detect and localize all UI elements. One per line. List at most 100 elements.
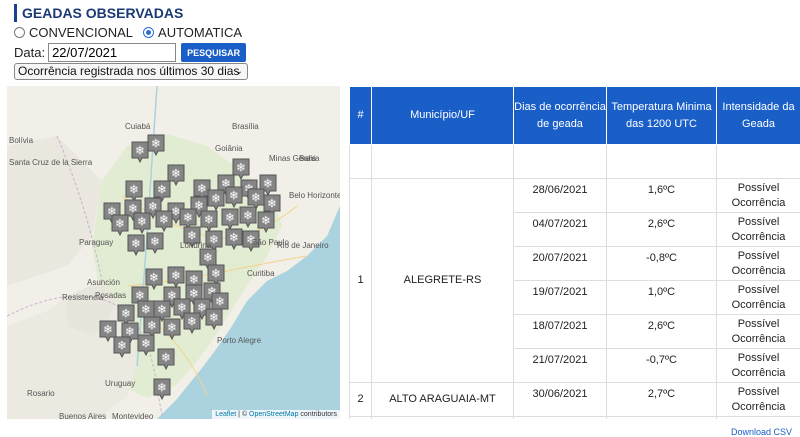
map-label: Cuiabá xyxy=(125,122,151,131)
svg-text:❄: ❄ xyxy=(187,229,197,243)
date-input[interactable] xyxy=(48,43,177,62)
cell-number: 1 xyxy=(349,178,372,383)
frost-marker-icon[interactable]: ❄ xyxy=(153,378,171,400)
svg-text:❄: ❄ xyxy=(207,285,217,299)
cell-intensity: Possível Ocorrência xyxy=(716,280,800,315)
frost-marker-icon[interactable]: ❄ xyxy=(183,226,201,248)
cell-date: 18/07/2021 xyxy=(513,314,607,349)
frost-marker-icon[interactable]: ❄ xyxy=(146,232,164,254)
osm-link[interactable]: OpenStreetMap xyxy=(249,411,299,418)
frost-marker-icon[interactable]: ❄ xyxy=(225,228,243,250)
map-label: Posadas xyxy=(95,291,127,300)
svg-text:❄: ❄ xyxy=(197,182,207,196)
frost-marker-icon[interactable]: ❄ xyxy=(133,212,151,234)
frost-marker-icon[interactable]: ❄ xyxy=(111,214,129,236)
table-row: 21/07/2021 -0,7ºC Possível Ocorrência xyxy=(350,348,800,383)
frost-marker-icon[interactable]: ❄ xyxy=(147,134,165,156)
svg-text:❄: ❄ xyxy=(189,287,199,301)
frost-marker-icon[interactable]: ❄ xyxy=(155,210,173,232)
cell-intensity xyxy=(716,144,800,179)
cell-temperature: 1,0ºC xyxy=(606,280,717,315)
svg-text:❄: ❄ xyxy=(137,215,147,229)
map-label: Rosario xyxy=(27,389,55,398)
frost-marker-icon[interactable]: ❄ xyxy=(257,211,275,233)
period-select[interactable]: Ocorrência registrada nos últimos 30 dia… xyxy=(14,63,248,80)
frost-marker-icon[interactable]: ❄ xyxy=(99,320,117,342)
svg-text:❄: ❄ xyxy=(171,167,181,181)
svg-text:❄: ❄ xyxy=(236,161,246,175)
frost-marker-icon[interactable]: ❄ xyxy=(167,266,185,288)
svg-text:❄: ❄ xyxy=(150,235,160,249)
svg-text:❄: ❄ xyxy=(128,202,138,216)
cell-date: 30/06/2021 xyxy=(513,382,607,417)
download-csv-link[interactable]: Download CSV xyxy=(730,427,792,437)
svg-text:❄: ❄ xyxy=(141,337,151,351)
date-label: Data: xyxy=(14,45,46,60)
results-table-container: # Município/UF Dias de ocorrência de gea… xyxy=(349,86,800,419)
frost-marker-icon[interactable]: ❄ xyxy=(125,180,143,202)
map-label: Porto Alegre xyxy=(217,336,262,345)
frost-marker-icon[interactable]: ❄ xyxy=(225,186,243,208)
map-label: Belo Horizonte xyxy=(289,191,340,200)
search-button[interactable]: PESQUISAR xyxy=(181,43,247,62)
frost-marker-icon[interactable]: ❄ xyxy=(131,141,149,163)
frost-marker-icon[interactable]: ❄ xyxy=(221,208,239,230)
radio-automatica[interactable]: AUTOMATICA xyxy=(143,25,242,40)
frost-marker-icon[interactable]: ❄ xyxy=(153,180,171,202)
frost-marker-icon[interactable]: ❄ xyxy=(137,334,155,356)
cell-temperature: 2,6ºC xyxy=(606,212,717,247)
cell-municipio: ANGÉLICA-MS xyxy=(371,416,514,419)
frost-marker-icon[interactable]: ❄ xyxy=(207,189,225,211)
cell-temperature: 2,7ºC xyxy=(606,382,717,417)
svg-text:❄: ❄ xyxy=(225,211,235,225)
frost-marker-icon[interactable]: ❄ xyxy=(242,230,260,252)
map[interactable]: ❄ ❄ ❄ ❄ ❄ ❄ ❄ ❄ ❄ ❄ ❄ ❄ ❄ ❄ ❄ ❄ ❄ ❄ ❄ ❄ ❄ ❄ ❄ ❄ ❄ ❄ ❄ ❄ ❄ ❄ ❄ ❄ ❄ ❄ ❄ ❄ ❄ ❄ ❄ ❄… xyxy=(7,86,340,419)
svg-text:❄: ❄ xyxy=(189,273,199,287)
map-attribution: Leaflet | © OpenStreetMap contributors xyxy=(212,410,340,419)
svg-text:❄: ❄ xyxy=(141,303,151,317)
svg-text:❄: ❄ xyxy=(215,295,225,309)
leaflet-link[interactable]: Leaflet xyxy=(215,411,237,418)
frost-marker-icon[interactable]: ❄ xyxy=(247,188,265,210)
svg-text:❄: ❄ xyxy=(157,183,167,197)
svg-text:❄: ❄ xyxy=(135,289,145,303)
svg-text:❄: ❄ xyxy=(103,323,113,337)
radio-convencional[interactable]: CONVENCIONAL xyxy=(14,25,133,40)
frost-marker-icon[interactable]: ❄ xyxy=(113,336,131,358)
cell-temperature: -0,8ºC xyxy=(606,246,717,281)
table-header-row: # Município/UF Dias de ocorrência de gea… xyxy=(349,86,800,145)
svg-text:❄: ❄ xyxy=(161,351,171,365)
cell-date: 19/07/2021 xyxy=(513,280,607,315)
svg-text:❄: ❄ xyxy=(151,137,161,151)
map-label: Minas Gerais xyxy=(269,154,317,163)
frost-marker-icon[interactable]: ❄ xyxy=(183,312,201,334)
radio-button-convencional[interactable] xyxy=(14,27,25,38)
cell-municipio xyxy=(371,144,514,179)
frost-marker-icon[interactable]: ❄ xyxy=(127,234,145,256)
frost-marker-icon[interactable]: ❄ xyxy=(205,308,223,330)
svg-text:❄: ❄ xyxy=(171,269,181,283)
svg-text:❄: ❄ xyxy=(167,289,177,303)
frost-marker-icon[interactable]: ❄ xyxy=(145,268,163,290)
frost-marker-icon[interactable]: ❄ xyxy=(239,206,257,228)
frost-marker-icon[interactable]: ❄ xyxy=(157,348,175,370)
svg-text:❄: ❄ xyxy=(246,233,256,247)
frost-marker-icon[interactable]: ❄ xyxy=(200,210,218,232)
cell-intensity: Possível Ocorrência xyxy=(716,314,800,349)
frost-marker-icon[interactable]: ❄ xyxy=(163,318,181,340)
cell-temperature: 1,8ºC xyxy=(606,416,717,419)
map-label: Buenos Aires xyxy=(59,412,107,419)
svg-text:❄: ❄ xyxy=(135,144,145,158)
svg-text:❄: ❄ xyxy=(148,200,158,214)
header-municipio: Município/UF xyxy=(371,86,514,145)
svg-text:❄: ❄ xyxy=(263,177,273,191)
cell-number xyxy=(349,144,372,179)
map-label: Rio de Janeiro xyxy=(277,241,329,250)
header-dias: Dias de ocorrência de geada xyxy=(513,86,607,145)
cell-date: 04/07/2021 xyxy=(513,212,607,247)
svg-text:❄: ❄ xyxy=(229,231,239,245)
map-label: Curitiba xyxy=(247,269,275,278)
radio-button-automatica[interactable] xyxy=(143,27,155,38)
svg-text:❄: ❄ xyxy=(129,183,139,197)
header-number: # xyxy=(349,86,372,145)
